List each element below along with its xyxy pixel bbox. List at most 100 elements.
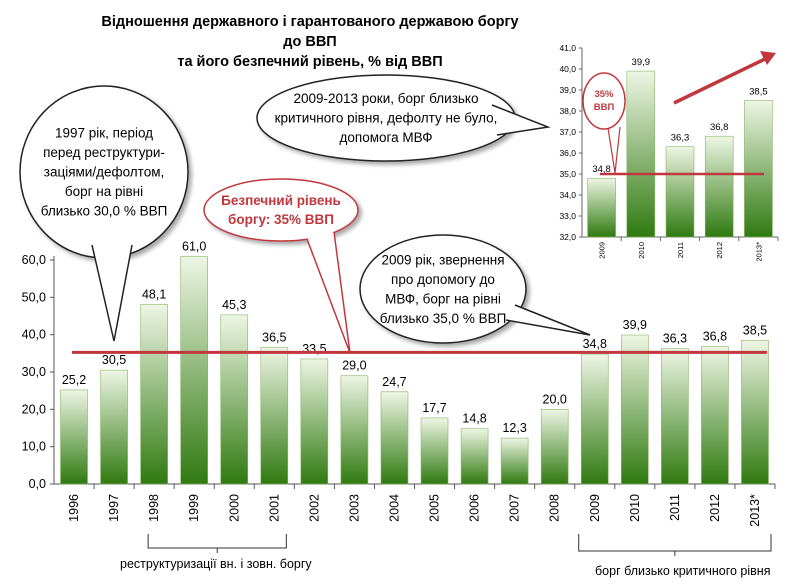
callout-safe-level-tail [306, 231, 351, 354]
inset-safe-callout: 35% ВВП [582, 72, 626, 174]
x-tick-label: 1999 [187, 494, 201, 522]
x-tick-label: 2004 [387, 494, 401, 522]
bar-1998 [140, 304, 168, 485]
inset-y-tick-label: 39,0 [559, 85, 576, 95]
inset-bar-2013* [744, 100, 773, 238]
bar-value-label: 25,2 [62, 373, 86, 387]
callout-2009-bubble [359, 234, 527, 344]
bar-value-label: 39,9 [623, 318, 647, 332]
trend-arrow-head [760, 51, 776, 65]
bar-value-label: 38,5 [743, 323, 767, 337]
inset-y-tick-label: 40,0 [559, 64, 576, 74]
y-tick-label: 60,0 [22, 253, 46, 267]
x-tick-label: 2003 [347, 494, 361, 522]
bar-value-label: 17,7 [422, 401, 446, 415]
inset-bar-2011 [665, 146, 695, 238]
callout-2009-text: близько 35,0 % ВВП [380, 311, 507, 326]
y-tick-label: 10,0 [22, 440, 46, 454]
bar-value-label: 48,1 [142, 287, 166, 301]
inset-safe-tail-fill [608, 127, 620, 173]
inset-bar-value-label: 36,8 [710, 122, 729, 133]
callout-safe-level-text: Безпечний рівень [221, 193, 341, 208]
bar-2010 [621, 334, 649, 485]
callout-2009-2013-tail [491, 104, 551, 136]
bar-value-label: 30,5 [102, 353, 126, 367]
y-tick-label: 30,0 [22, 365, 46, 379]
callout-2009-2013: 2009-2013 роки, борг близько критичного р… [256, 74, 551, 162]
x-tick-label: 2007 [508, 494, 522, 522]
callout-2009-2013-text: критичного рівня, дефолту не було, [275, 111, 498, 126]
bar-2003 [340, 375, 369, 485]
callout-2009-text: МВФ, борг на рівні [385, 291, 501, 306]
inset-y-tick-label: 34,0 [559, 190, 576, 200]
inset-chart: 32,0 33,0 34,0 35,0 36,0 37,0 38,0 39,0 40,0 41,0… [559, 43, 779, 262]
inset-bar-2012 [704, 135, 734, 238]
bar-value-label: 20,0 [543, 392, 567, 406]
inset-y-tick-label: 41,0 [559, 43, 576, 53]
bar-2001 [260, 347, 289, 485]
inset-y-tick-label: 36,0 [559, 148, 576, 158]
callout-safe-level-text: боргу: 35% ВВП [228, 212, 334, 227]
bar-value-label: 36,3 [663, 331, 687, 345]
inset-bar-value-label: 39,9 [632, 57, 651, 68]
trend-arrow-line [673, 56, 768, 105]
callout-2009: 2009 рік, звернення про допомогу до МВФ, б… [359, 234, 591, 344]
x-tick-label: 2001 [267, 494, 281, 522]
inset-y-tick-label: 35,0 [559, 169, 576, 179]
bracket-restructuring [147, 534, 287, 553]
x-tick-label: 1997 [107, 494, 121, 522]
chart-title-line-2: та його безпечний рівень, % від ВВП [177, 54, 443, 70]
callout-2009-tail [505, 304, 591, 336]
inset-safe-bubble [582, 72, 626, 130]
inset-bar-2009 [587, 177, 616, 238]
callout-2009-text: про допомогу до [391, 272, 495, 287]
inset-x-tick-label: 2010 [637, 242, 646, 259]
footnote-critical-level: борг близько критичного рівня [595, 564, 771, 578]
inset-x-tick-label: 2011 [676, 242, 685, 258]
bar-2007 [500, 437, 529, 485]
x-tick-label: 2008 [548, 494, 562, 522]
chart-title-line-1: Відношення державного і гарантованого де… [101, 14, 519, 50]
inset-bar-2010 [626, 70, 656, 238]
callout-2009-text: 2009 рік, звернення [381, 252, 504, 267]
callout-safe-level: Безпечний рівень боргу: 35% ВВП [203, 178, 359, 354]
callout-1997: 1997 рік, період перед реструктури-заціям… [19, 85, 189, 342]
x-tick-label: 2005 [428, 494, 442, 522]
bar-1997 [100, 369, 128, 485]
y-tick-label: 40,0 [22, 328, 46, 342]
bar-2013* [741, 339, 769, 485]
bar-1996 [60, 389, 88, 485]
inset-x-tick-label: 2013* [754, 242, 763, 262]
bar-value-label: 14,8 [462, 412, 486, 426]
x-tick-label: 1996 [67, 494, 81, 522]
bracket-critical-level [578, 534, 772, 556]
y-tick-label: 50,0 [22, 290, 46, 304]
bar-value-label: 29,0 [342, 359, 366, 373]
bar-2012 [701, 346, 729, 485]
inset-bar-value-label: 38,5 [749, 87, 768, 98]
x-tick-label: 2000 [227, 494, 241, 522]
inset-y-tick-label: 38,0 [559, 106, 576, 116]
inset-x-tick-label: 2012 [715, 242, 724, 259]
callout-1997-text: близько 30,0 % ВВП [41, 204, 168, 219]
x-tick-label: 2011 [668, 494, 682, 521]
x-tick-label: 2006 [468, 494, 482, 522]
callout-2009-2013-tail-fill [492, 105, 548, 135]
bar-value-label: 34,8 [583, 337, 607, 351]
bar-value-label: 24,7 [382, 375, 406, 389]
bar-2004 [380, 391, 409, 485]
inset-safe-text: ВВП [594, 102, 615, 113]
inset-y-tick-label: 37,0 [559, 127, 576, 137]
callout-2009-2013-text: 2009-2013 роки, борг близько [293, 91, 478, 106]
bar-2006 [460, 428, 489, 485]
x-tick-label: 2013* [748, 494, 762, 527]
inset-safe-tail [607, 126, 621, 174]
callout-1997-text: 1997 рік, період [55, 126, 153, 141]
x-tick-label: 1998 [147, 494, 161, 522]
inset-bar-value-label: 34,8 [592, 164, 611, 175]
x-tick-label: 2010 [628, 494, 642, 522]
inset-bar-value-label: 36,3 [671, 133, 690, 144]
callout-1997-text: перед реструктури- [43, 145, 165, 160]
